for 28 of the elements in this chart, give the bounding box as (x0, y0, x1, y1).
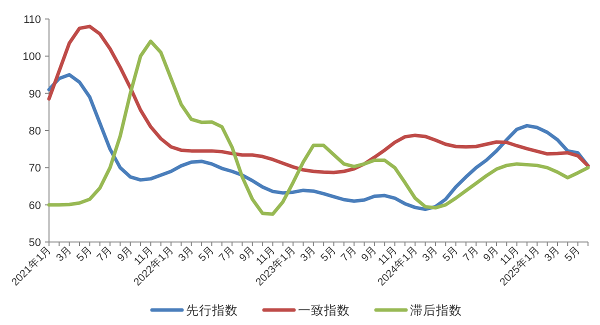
x-tick-label: 3月 (420, 244, 441, 264)
x-tick-label: 7月 (338, 244, 360, 264)
x-tick-label: 3月 (176, 244, 196, 264)
x-tick-label: 5月 (74, 244, 95, 264)
y-tick-label: 50 (28, 237, 41, 249)
x-tick-label: 3月 (298, 244, 319, 264)
x-tick-label: 9月 (481, 244, 502, 264)
x-tick-label: 5月 (196, 244, 217, 264)
x-tick-label: 9月 (115, 244, 136, 264)
y-tick-label: 60 (28, 200, 41, 212)
x-tick-label: 3月 (54, 244, 74, 264)
x-tick-label: 5月 (440, 244, 461, 264)
legend-label: 滞后指数 (410, 304, 462, 318)
y-tick-label: 80 (28, 126, 41, 138)
y-tick-label: 90 (28, 88, 41, 100)
x-tick-label: 9月 (359, 244, 380, 264)
y-tick-label: 100 (22, 51, 41, 64)
x-tick-label: 9月 (237, 244, 258, 264)
x-tick-label: 3月 (542, 244, 563, 264)
legend-label: 先行指数 (186, 304, 238, 318)
y-tick-label: 70 (28, 162, 41, 175)
legend-label: 一致指数 (298, 304, 350, 318)
x-tick-label: 7月 (216, 244, 238, 264)
x-tick-label: 7月 (94, 244, 116, 264)
x-tick-label: 5月 (318, 244, 339, 264)
y-tick-label: 110 (23, 14, 41, 26)
x-tick-label: 7月 (460, 244, 482, 264)
x-tick-label: 5月 (562, 244, 583, 264)
